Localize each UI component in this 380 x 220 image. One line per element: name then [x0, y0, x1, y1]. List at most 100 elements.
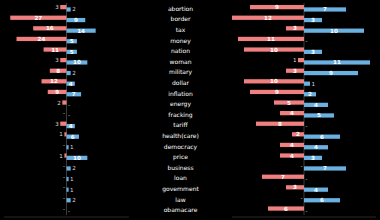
bar	[66, 111, 67, 115]
data-label: 12	[264, 15, 272, 21]
bar	[280, 153, 304, 157]
bar	[66, 209, 67, 213]
bar	[67, 29, 96, 33]
data-label: -	[306, 123, 308, 129]
data-label: 2	[296, 131, 300, 137]
data-label: 1	[70, 187, 74, 193]
bar	[304, 50, 322, 54]
labels: 327162411381292-31-1-----29145510247--46…	[34, 4, 85, 214]
center-line	[66, 3, 67, 215]
data-label: 1	[70, 176, 74, 182]
bar	[286, 69, 304, 73]
data-label: 3	[55, 4, 59, 10]
chart: 327162411381292-31-1-----29145510247--46…	[0, 0, 380, 220]
data-label: 4	[69, 81, 73, 87]
bar	[286, 185, 304, 189]
data-label: 5	[70, 49, 74, 55]
data-label: 10	[270, 78, 278, 84]
center-line	[304, 3, 305, 215]
data-label: -	[306, 208, 308, 214]
data-label: 3	[55, 57, 59, 63]
bar	[304, 135, 340, 139]
bar	[304, 71, 358, 75]
bar	[304, 60, 370, 64]
data-label: -	[63, 195, 65, 201]
bar	[304, 145, 328, 149]
bar	[280, 143, 304, 147]
data-label: 7	[72, 91, 76, 97]
bar	[238, 37, 304, 41]
bar	[292, 132, 304, 136]
bar	[67, 156, 88, 160]
data-label: 4	[314, 144, 318, 150]
category-label: loan	[174, 174, 187, 181]
data-label: 1	[293, 57, 297, 63]
data-label: -	[63, 206, 65, 212]
category-label: health(care)	[162, 132, 199, 139]
bar	[67, 71, 71, 75]
data-label: 11	[267, 36, 275, 42]
bar	[304, 156, 322, 160]
data-label: 10	[330, 28, 338, 34]
bar	[67, 92, 82, 96]
data-label: 9	[275, 89, 279, 95]
data-label: -	[306, 38, 308, 44]
data-label: 1	[59, 153, 63, 159]
data-label: 1	[59, 131, 63, 137]
bar	[60, 122, 66, 126]
bar	[48, 90, 67, 94]
category-label: nation	[171, 47, 190, 54]
bar	[250, 90, 304, 94]
bar	[10, 16, 66, 20]
data-label: -	[68, 102, 70, 108]
data-label: 5	[70, 38, 74, 44]
data-label: 4	[290, 110, 294, 116]
bar	[67, 177, 69, 181]
bars	[10, 3, 95, 215]
bar	[67, 50, 77, 54]
category-label: business	[167, 164, 193, 171]
data-label: 3	[293, 184, 297, 190]
bar	[64, 132, 66, 136]
data-label: 1	[70, 144, 74, 150]
data-label: 9	[74, 17, 78, 23]
panel: 9123111013109548244-73-67310-31191245-64…	[232, 3, 376, 217]
data-label: -	[68, 208, 70, 214]
data-label: 16	[46, 25, 54, 31]
axis-line	[232, 217, 376, 218]
data-label: 9	[329, 70, 333, 76]
data-label: 2	[72, 197, 76, 203]
bar	[42, 79, 67, 83]
category-label: tariff	[173, 121, 188, 128]
bar	[62, 100, 66, 104]
category-label: woman	[170, 58, 192, 65]
bar	[33, 26, 66, 30]
data-label: 10	[73, 155, 81, 161]
bar	[304, 188, 328, 192]
data-label: 6	[320, 134, 324, 140]
data-label: 11	[333, 59, 341, 65]
background	[0, 0, 380, 220]
category-label: inflation	[168, 90, 193, 97]
panel: 327162411381292-31-1-----29145510247--46…	[4, 3, 129, 217]
data-label: 7	[323, 6, 327, 12]
bar	[244, 79, 304, 83]
bar	[304, 166, 346, 170]
data-label: 4	[314, 102, 318, 108]
bar	[256, 122, 304, 126]
bar	[60, 58, 66, 62]
data-label: -	[63, 184, 65, 190]
bar	[304, 198, 340, 202]
bar	[280, 111, 304, 115]
bar	[304, 209, 305, 213]
bar	[304, 7, 346, 11]
data-label: 5	[287, 100, 291, 106]
category-label: energy	[170, 100, 191, 108]
data-label: -	[63, 110, 65, 116]
bar	[66, 103, 67, 107]
data-label: 2	[308, 91, 312, 97]
data-label: 27	[34, 15, 42, 21]
data-label: -	[63, 163, 65, 169]
category-label: money	[170, 37, 191, 45]
data-label: -	[306, 176, 308, 182]
